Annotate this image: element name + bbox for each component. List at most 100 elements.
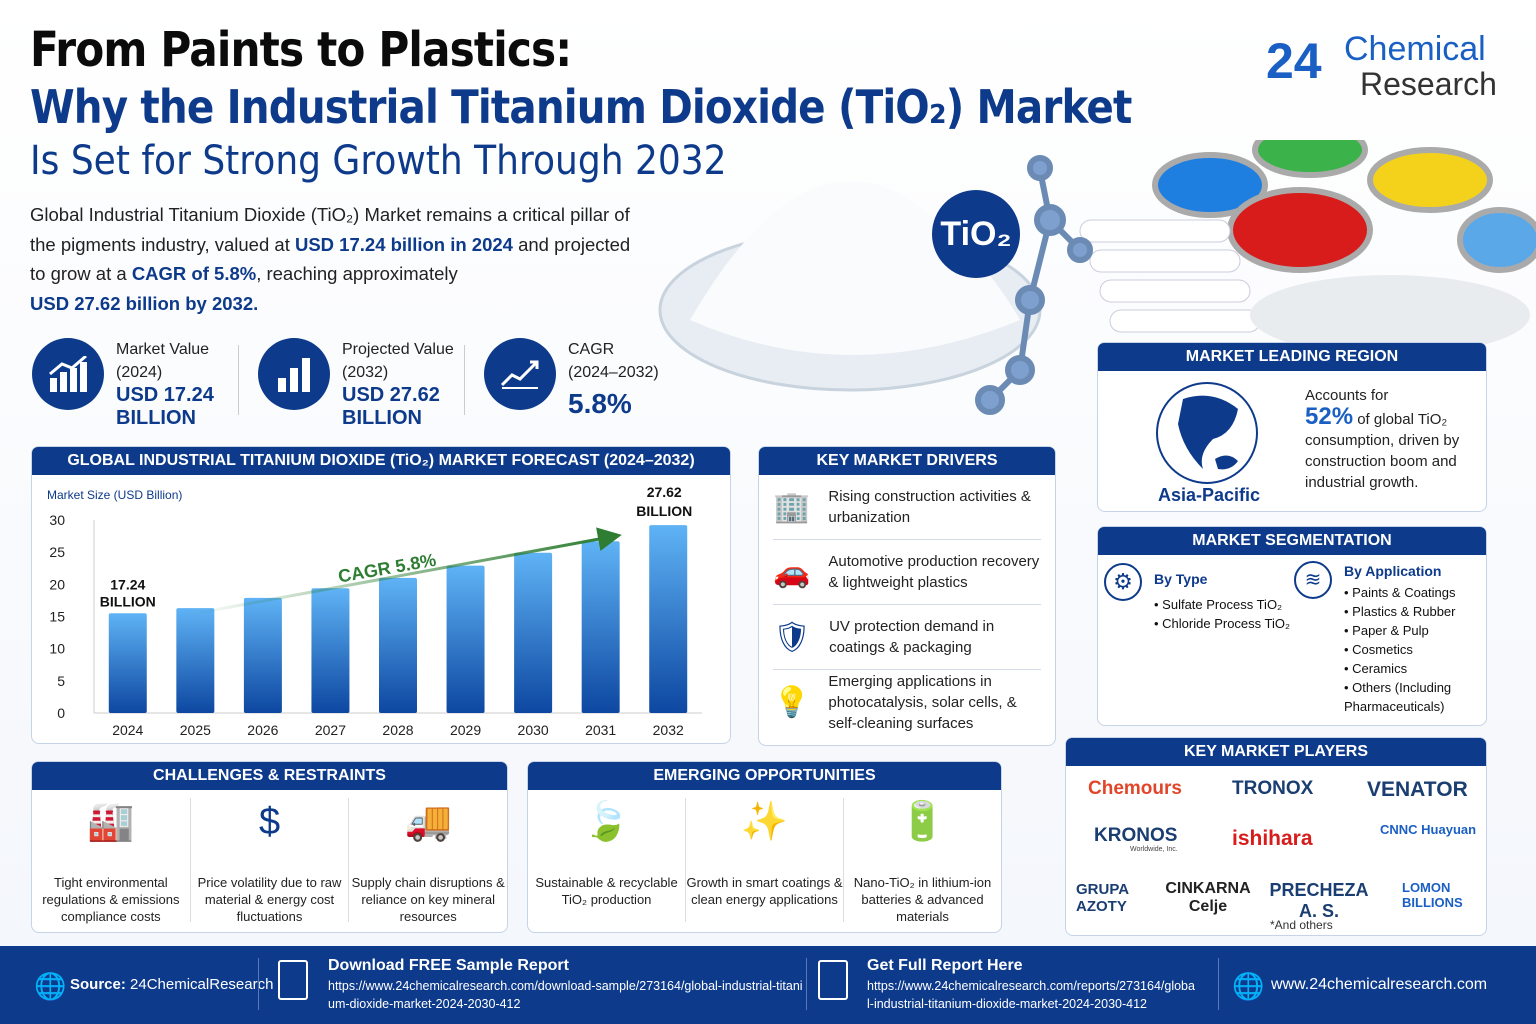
application-item: Paper & Pulp	[1344, 621, 1484, 640]
by-type-title: By Type	[1154, 571, 1208, 587]
divider	[238, 345, 239, 415]
globe-icon: 🌐	[1232, 971, 1265, 1001]
application-item: Paints & Coatings	[1344, 583, 1484, 602]
application-item: Cosmetics	[1344, 640, 1484, 659]
globe-icon	[1156, 382, 1258, 484]
y-tick-label: 5	[57, 673, 65, 689]
driver-item: 🏢 Rising construction activities & urbani…	[773, 475, 1041, 540]
data-label-start_value: 17.24	[110, 576, 145, 592]
leaf-icon: 🍃	[582, 801, 631, 843]
footer: 🌐 Source: 24ChemicalResearch Download FR…	[0, 946, 1536, 1024]
data-label-end_unit: BILLION	[636, 503, 692, 519]
divider	[464, 345, 465, 415]
truck-icon: 🚚	[404, 801, 452, 843]
website-link[interactable]: www.24chemicalresearch.com	[1271, 976, 1488, 993]
x-tick-label: 2026	[247, 722, 278, 738]
bar-chart: Market Size (USD Billion)051015202530202…	[47, 484, 702, 738]
kpi-cagr: CAGR (2024–2032) 5.8%	[484, 338, 659, 428]
buildings-icon: 🏢	[773, 490, 811, 524]
players-panel: KEY MARKET PLAYERS Chemours TRONOX VENAT…	[1065, 737, 1487, 936]
players-heading: KEY MARKET PLAYERS	[1066, 738, 1486, 766]
y-axis-label: Market Size (USD Billion)	[47, 488, 182, 502]
x-tick-label: 2028	[382, 722, 413, 738]
opportunities-heading: EMERGING OPPORTUNITIES	[528, 762, 1001, 790]
source: Source: 24ChemicalResearch	[70, 976, 274, 993]
bar-2025	[176, 608, 215, 713]
driver-item: 💡 Emerging applications in photocatalysis…	[773, 673, 1017, 732]
region-text: Accounts for 52% of global TiO₂ consumpt…	[1305, 387, 1460, 491]
growth-chart-icon	[32, 338, 104, 410]
sparkle-leaf-icon: ✨	[740, 801, 789, 843]
data-label-end_value: 27.62	[647, 484, 682, 500]
x-tick-label: 2029	[450, 722, 481, 738]
player-grupa-azoty: GRUPA AZOTY	[1076, 881, 1129, 915]
y-tick-label: 0	[57, 705, 65, 721]
application-item: Ceramics	[1344, 659, 1484, 678]
kpi-projected-value: Projected Value (2032) USD 27.62 BILLION	[258, 338, 454, 429]
drivers-heading: KEY MARKET DRIVERS	[759, 447, 1055, 475]
report-icon	[818, 960, 848, 1000]
kpi-market-value: Market Value (2024) USD 17.24 BILLION	[32, 338, 226, 429]
player-tronox: TRONOX	[1232, 778, 1314, 799]
full-report-link[interactable]: https://www.24chemicalresearch.com/repor…	[867, 979, 1195, 1011]
players-note: *And others	[1270, 918, 1333, 932]
opportunities-item: ✨ Growth in smart coatings & clean energy…	[686, 798, 844, 922]
type-item: Sulfate Process TiO₂	[1154, 595, 1290, 614]
logo: 24 Chemical Research	[1266, 30, 1497, 102]
bar-2028	[379, 577, 417, 713]
challenges-heading: CHALLENGES & RESTRAINTS	[32, 762, 507, 790]
battery-icon: 🔋	[898, 801, 947, 843]
forecast-chart-panel: GLOBAL INDUSTRIAL TITANIUM DIOXIDE (TiO₂…	[31, 446, 731, 744]
challenges-panel: CHALLENGES & RESTRAINTS 🏭 Tight environme…	[31, 761, 508, 933]
challenges-item: $ Price volatility due to raw material & …	[191, 798, 350, 924]
x-tick-label: 2030	[518, 722, 549, 738]
factory-icon: 🏭	[87, 801, 135, 843]
download-sample-link[interactable]: https://www.24chemicalresearch.com/downl…	[328, 979, 803, 1011]
full-report-title[interactable]: Get Full Report Here	[867, 957, 1023, 974]
player-venator: VENATOR	[1367, 778, 1468, 801]
trend-line-icon	[484, 338, 556, 410]
bar-2024	[108, 613, 147, 713]
intro-text: Global Industrial Titanium Dioxide (TiO₂…	[30, 204, 631, 314]
title-line1: From Paints to Plastics:	[30, 22, 572, 78]
player-ishihara: ishihara	[1232, 827, 1313, 850]
region-heading: MARKET LEADING REGION	[1098, 343, 1486, 371]
bar-2026	[243, 597, 282, 713]
bar-chart-icon	[258, 338, 330, 410]
region-panel: MARKET LEADING REGION Asia-Pacific Accou…	[1097, 342, 1487, 512]
bar-2031	[581, 541, 620, 713]
bar-2032	[649, 525, 688, 713]
y-tick-label: 25	[49, 544, 65, 560]
segmentation-panel: MARKET SEGMENTATION ⚙ By Type Sulfate Pr…	[1097, 526, 1487, 726]
title-line3: Is Set for Strong Growth Through 2032	[30, 138, 727, 184]
drivers-panel: KEY MARKET DRIVERS 🏢 Rising construction …	[758, 446, 1056, 746]
tio2-badge: TiO₂	[932, 190, 1020, 278]
x-tick-label: 2032	[653, 722, 684, 738]
globe-icon: 🌐	[34, 971, 67, 1001]
application-item: Others (Including Pharmaceuticals)	[1344, 678, 1484, 716]
dollar-icon: $	[258, 801, 281, 843]
gear-icon: ⚙	[1104, 563, 1142, 601]
opportunities-item: 🔋 Nano-TiO₂ in lithium-ion batteries & ad…	[844, 798, 1001, 924]
x-tick-label: 2031	[585, 722, 616, 738]
opportunities-item: 🍃 Sustainable & recyclable TiO₂ productio…	[528, 798, 686, 922]
by-application-title: By Application	[1344, 563, 1442, 579]
opportunities-panel: EMERGING OPPORTUNITIES 🍃 Sustainable & re…	[527, 761, 1002, 933]
y-tick-label: 30	[49, 512, 65, 528]
region-name: Asia-Pacific	[1158, 485, 1261, 505]
chart-heading: GLOBAL INDUSTRIAL TITANIUM DIOXIDE (TiO₂…	[32, 447, 730, 475]
document-icon	[278, 960, 308, 1000]
type-item: Chloride Process TiO₂	[1154, 614, 1290, 633]
segmentation-heading: MARKET SEGMENTATION	[1098, 527, 1486, 555]
challenges-item: 🚚 Supply chain disruptions & reliance on …	[349, 798, 507, 924]
player-chemours: Chemours	[1088, 778, 1182, 799]
player-lomon-billions: LOMON BILLIONS	[1402, 880, 1463, 910]
kronos-sub: Worldwide, Inc.	[1130, 846, 1178, 853]
download-sample-title[interactable]: Download FREE Sample Report	[328, 957, 569, 974]
paint-cans-icon	[1152, 122, 1536, 273]
cagr-arrow	[186, 527, 622, 617]
y-tick-label: 20	[49, 576, 65, 592]
layers-icon: ≋	[1294, 561, 1332, 599]
x-tick-label: 2027	[315, 722, 346, 738]
y-tick-label: 15	[49, 609, 65, 625]
